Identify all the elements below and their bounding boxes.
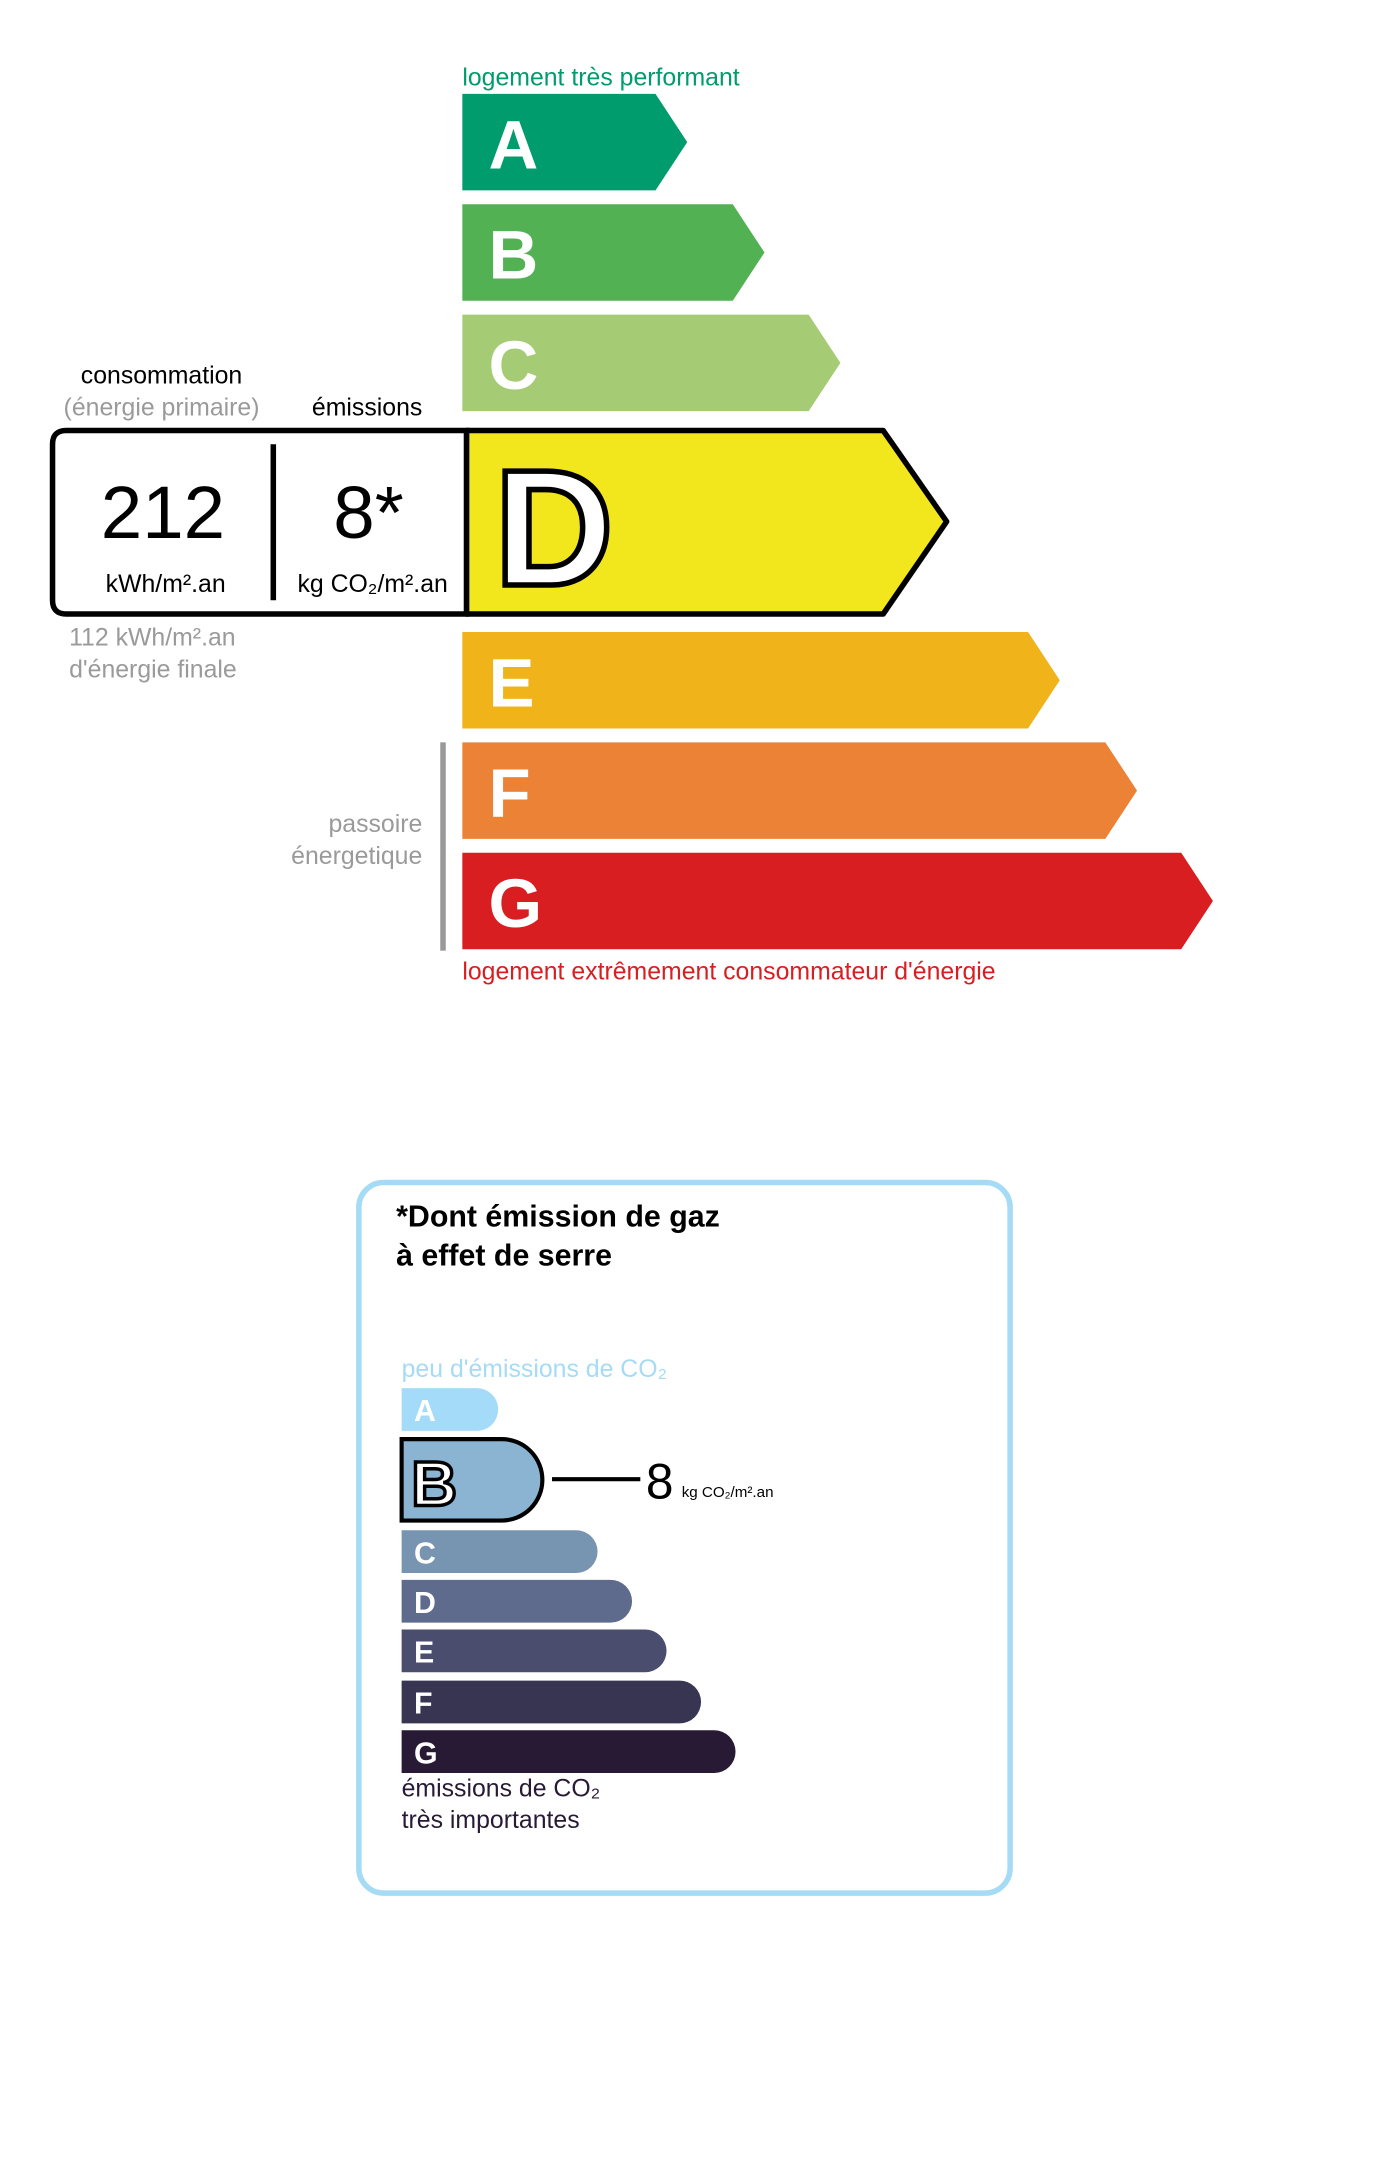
ges-class-b: B [399,1437,545,1523]
energy-letter-a: A [489,106,539,183]
energy-current-letter: D [494,436,614,621]
energy-letter-e: E [489,644,535,721]
ges-class-a: A [401,1388,499,1431]
ges-bar-e [401,1629,667,1673]
ges-letter-f: F [414,1688,433,1721]
ges-letter-e: E [414,1637,434,1670]
ges-panel [356,1179,1013,1896]
passoire-label-1: passoire [328,811,422,838]
energy-letter-c: C [489,327,539,404]
ges-bar-f [401,1680,702,1724]
ges-current-letter: B [411,1449,457,1519]
energy-class-c: C [462,314,841,412]
energy-class-e: E [462,631,1060,729]
ges-class-f: F [401,1680,702,1724]
passoire-bracket [440,742,446,951]
energy-current-indicator: D 212 kWh/m².an 8* kg CO₂/m².an [49,427,950,624]
ges-class-e: E [401,1629,667,1673]
ges-unit: kg CO₂/m².an [682,1484,774,1501]
energy-letter-b: B [489,217,539,294]
ges-top-label: peu d'émissions de CO₂ [402,1356,668,1383]
ges-title-1: *Dont émission de gaz [396,1201,720,1234]
emissions-value: 8* [333,471,403,554]
consumption-header: consommation [81,363,242,390]
ges-bottom-label-1: émissions de CO₂ [402,1775,601,1802]
ges-class-d: D [401,1579,633,1623]
ges-letter-d: D [414,1587,436,1620]
ges-bar-a [401,1388,499,1431]
consumption-subheader: (énergie primaire) [64,394,260,421]
energy-class-f: F [462,742,1138,839]
ges-bar-b [399,1437,545,1523]
ges-letter-a: A [414,1395,436,1428]
energy-bar-f [462,742,1138,839]
energy-bar-b [462,204,765,301]
energy-bottom-label: logement extrêmement consommateur d'éner… [462,959,995,986]
energy-class-a: A [462,93,688,191]
ges-class-g: G [401,1730,736,1774]
energy-bar-c [462,314,841,412]
consumption-unit: kWh/m².an [106,571,226,598]
ges-class-c: C [401,1530,598,1573]
energy-bar-a [462,93,688,191]
ges-bar-d [401,1579,633,1623]
emissions-header: émissions [312,394,422,421]
consumption-value: 212 [101,471,225,554]
ges-value: 8 [646,1453,674,1509]
energy-bar-g [462,852,1213,950]
energy-class-g: G [462,852,1213,950]
ges-letter-g: G [414,1737,438,1770]
energy-top-label: logement très performant [462,65,739,92]
energy-letter-g: G [489,865,543,942]
energy-scale: ABC EFG [462,93,1213,950]
ges-bar-g [401,1730,736,1774]
energy-values-box [49,427,470,617]
passoire-label-2: énergetique [291,843,422,870]
ges-title-2: à effet de serre [396,1239,612,1272]
ges-letter-c: C [414,1537,436,1570]
final-energy-label: d'énergie finale [69,656,237,683]
ges-bottom-label-2: très importantes [402,1807,580,1834]
final-energy-value: 112 kWh/m².an [69,625,236,652]
emissions-unit: kg CO₂/m².an [297,571,447,598]
energy-letter-f: F [489,755,531,832]
energy-class-b: B [462,204,765,301]
ges-bar-c [401,1530,598,1573]
energy-bar-e [462,631,1060,729]
